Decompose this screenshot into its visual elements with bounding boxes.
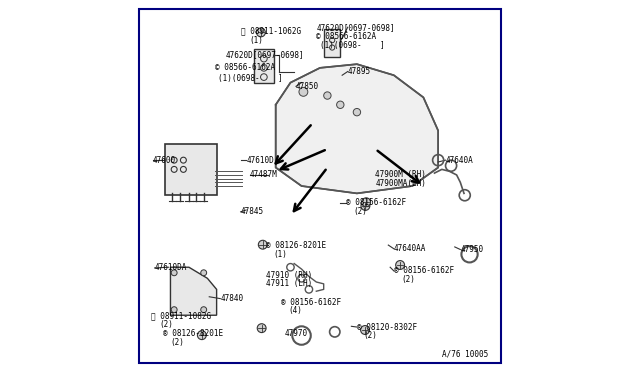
Bar bbox=[324, 29, 340, 57]
Circle shape bbox=[257, 28, 266, 37]
Text: 47950: 47950 bbox=[460, 245, 483, 254]
Text: 47850: 47850 bbox=[296, 82, 319, 91]
Text: Ⓝ 08911-1082G: Ⓝ 08911-1082G bbox=[151, 311, 211, 320]
Text: (2): (2) bbox=[170, 338, 184, 347]
Text: (1)(0698-    ]: (1)(0698- ] bbox=[320, 41, 385, 50]
Circle shape bbox=[324, 92, 331, 99]
Text: ® 08126-8201E: ® 08126-8201E bbox=[266, 241, 326, 250]
Text: 47620D[0697-0698]: 47620D[0697-0698] bbox=[316, 23, 395, 32]
Circle shape bbox=[337, 101, 344, 109]
Polygon shape bbox=[170, 267, 216, 315]
Text: ® 08126-8201E: ® 08126-8201E bbox=[163, 329, 223, 338]
Text: 47640A: 47640A bbox=[445, 155, 474, 165]
Text: © 08566-6162A: © 08566-6162A bbox=[215, 63, 275, 72]
Text: (2): (2) bbox=[401, 275, 415, 283]
Text: 47640AA: 47640AA bbox=[394, 244, 426, 253]
Text: 47970: 47970 bbox=[285, 329, 308, 338]
Circle shape bbox=[396, 260, 404, 269]
Text: 47610D: 47610D bbox=[246, 155, 274, 165]
Text: © 08566-6162A: © 08566-6162A bbox=[316, 32, 376, 41]
Text: (1): (1) bbox=[274, 250, 288, 259]
Text: 47600: 47600 bbox=[153, 155, 176, 165]
Polygon shape bbox=[276, 64, 438, 193]
Text: A/76 10005: A/76 10005 bbox=[442, 350, 488, 359]
Text: ® 08120-8302F: ® 08120-8302F bbox=[357, 323, 417, 331]
Text: 47620D[0697-0698]: 47620D[0697-0698] bbox=[226, 51, 305, 60]
Circle shape bbox=[201, 307, 207, 312]
Circle shape bbox=[362, 198, 371, 207]
Text: ® 08156-6162F: ® 08156-6162F bbox=[281, 298, 341, 307]
Circle shape bbox=[259, 240, 268, 249]
Circle shape bbox=[201, 270, 207, 276]
Text: (2): (2) bbox=[364, 331, 378, 340]
FancyBboxPatch shape bbox=[165, 144, 216, 195]
Text: 47910 (RH): 47910 (RH) bbox=[266, 271, 313, 280]
Text: (2): (2) bbox=[353, 207, 367, 217]
Text: (1): (1) bbox=[250, 36, 264, 45]
Bar bbox=[253, 49, 274, 83]
Text: 47911 (LH): 47911 (LH) bbox=[266, 279, 313, 288]
Circle shape bbox=[299, 87, 308, 96]
Circle shape bbox=[172, 307, 177, 312]
Circle shape bbox=[197, 331, 206, 340]
Circle shape bbox=[360, 326, 369, 334]
Text: (2): (2) bbox=[159, 320, 173, 329]
Circle shape bbox=[361, 202, 370, 211]
Text: 47845: 47845 bbox=[241, 207, 264, 217]
Text: Ⓝ 08911-1062G: Ⓝ 08911-1062G bbox=[241, 26, 301, 35]
Text: 47487M: 47487M bbox=[250, 170, 278, 179]
Text: 47895: 47895 bbox=[348, 67, 371, 76]
Text: 47840: 47840 bbox=[220, 294, 243, 303]
Text: 47900MA(LH): 47900MA(LH) bbox=[376, 179, 426, 188]
Text: ® 08156-6162F: ® 08156-6162F bbox=[394, 266, 454, 275]
Text: 47610DA: 47610DA bbox=[155, 263, 187, 272]
Text: (1)(0698-    ]: (1)(0698- ] bbox=[218, 74, 284, 83]
Text: 47900M (RH): 47900M (RH) bbox=[376, 170, 426, 179]
Text: (4): (4) bbox=[289, 306, 303, 315]
Circle shape bbox=[353, 109, 360, 116]
Text: ® 08156-6162F: ® 08156-6162F bbox=[346, 198, 406, 207]
Circle shape bbox=[257, 324, 266, 333]
Circle shape bbox=[172, 270, 177, 276]
